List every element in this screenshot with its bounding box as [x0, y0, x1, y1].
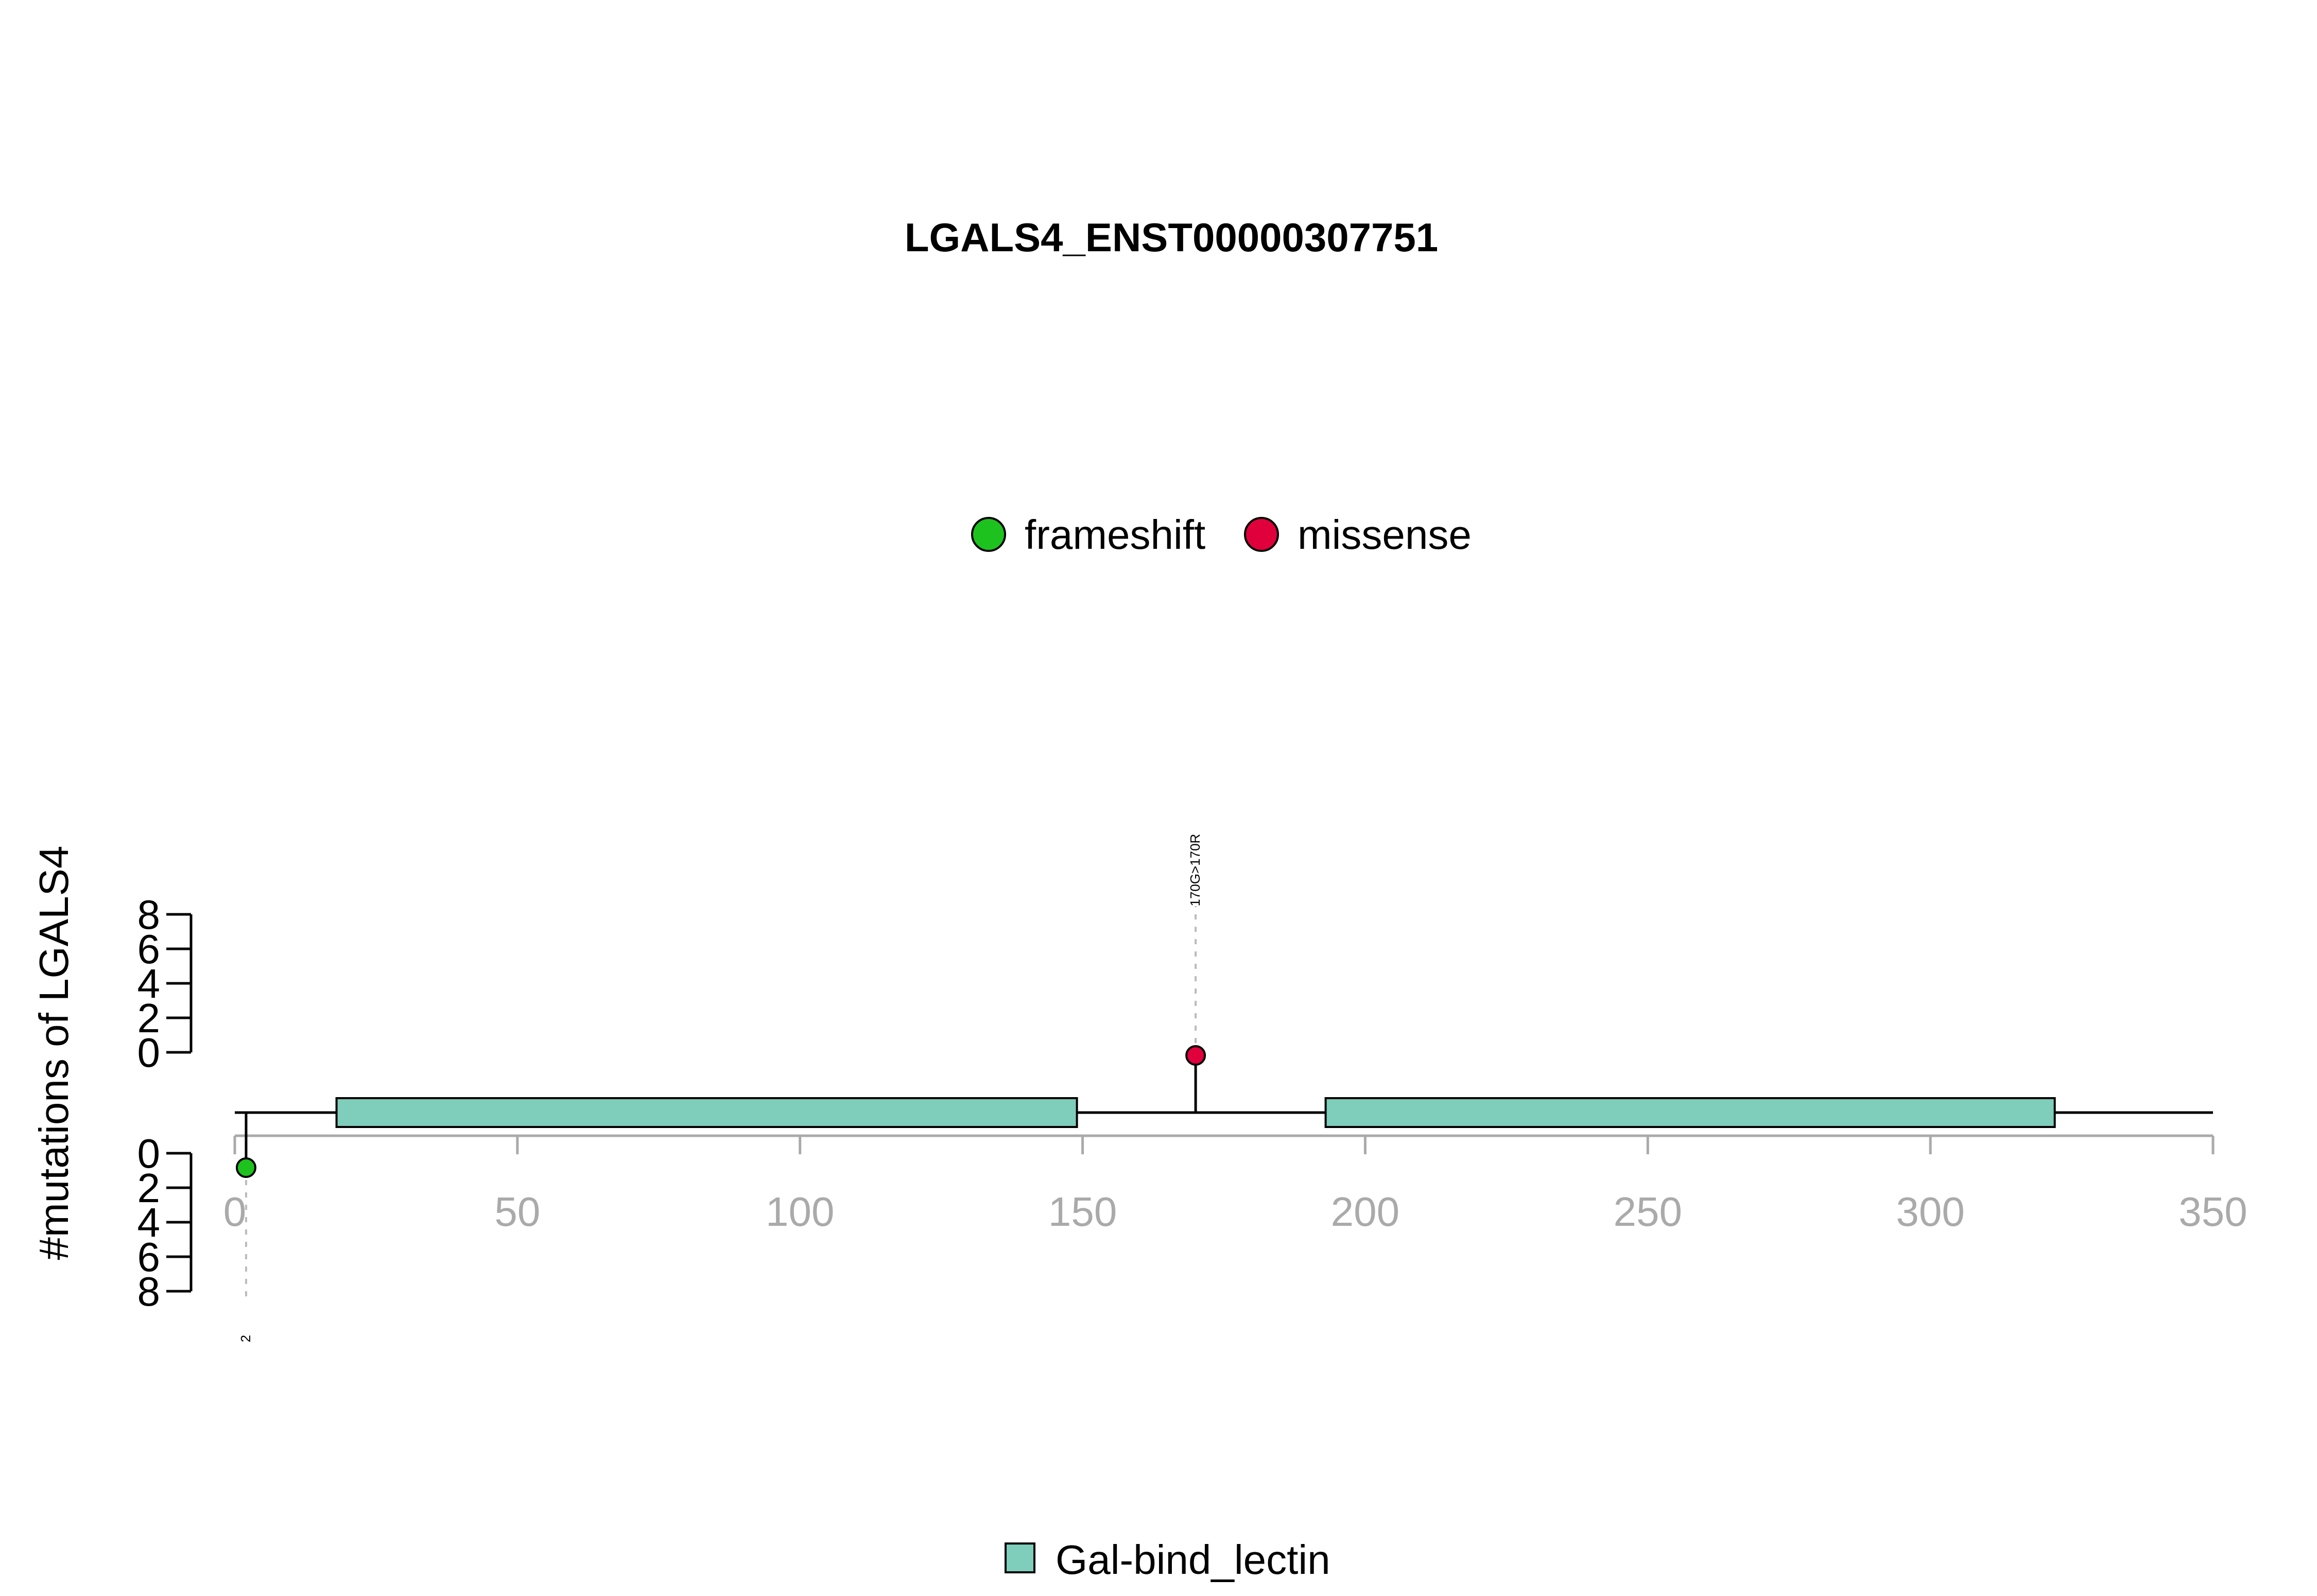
y-tick-label: 0 — [137, 1131, 161, 1176]
y-tick-label: 2 — [137, 995, 161, 1041]
y-tick-label: 6 — [137, 1234, 161, 1280]
x-tick-label: 50 — [494, 1189, 540, 1235]
x-tick-label: 100 — [766, 1189, 834, 1235]
y-tick-label: 4 — [137, 961, 161, 1007]
x-axis: 0 50 100 150 200 250 300 350 — [223, 1134, 2247, 1235]
x-tick-label: 350 — [2178, 1189, 2247, 1235]
y-tick-label: 6 — [137, 926, 161, 972]
legend-swatch-frameshift — [971, 517, 1006, 552]
legend-top: frameshift missense — [971, 512, 1472, 558]
y-tick-label: 8 — [137, 1269, 161, 1314]
legend-bottom: Gal-bind_lectin — [1005, 1537, 1330, 1583]
domain-gal-bind-lectin — [1324, 1097, 2056, 1128]
legend-label-frameshift: frameshift — [1025, 512, 1205, 558]
x-tick-label: 150 — [1048, 1189, 1117, 1235]
mutation-point-missense — [1185, 1045, 1206, 1066]
domain-gal-bind-lectin — [335, 1097, 1078, 1128]
x-tick-label: 300 — [1896, 1189, 1964, 1235]
mutation-label: 2 — [238, 1335, 253, 1342]
y-tick-label: 0 — [137, 1030, 161, 1075]
legend-label-missense: missense — [1298, 512, 1472, 558]
x-tick-label: 250 — [1614, 1189, 1682, 1235]
legend-swatch-gal-bind-lectin — [1005, 1542, 1035, 1573]
mutation-point-frameshift — [235, 1157, 256, 1178]
legend-item-missense: missense — [1244, 512, 1472, 558]
y-axis-label: #mutations of LGALS4 — [31, 846, 77, 1260]
mutations: 170G>170R 2 — [235, 834, 1206, 1342]
y-tick-label: 8 — [137, 892, 161, 938]
y-tick-label: 2 — [137, 1165, 161, 1211]
x-tick-label: 200 — [1331, 1189, 1399, 1235]
legend-label-gal-bind-lectin: Gal-bind_lectin — [1056, 1537, 1330, 1583]
x-tick-label: 0 — [223, 1189, 247, 1235]
mutation-label: 170G>170R — [1187, 834, 1203, 907]
legend-swatch-missense — [1244, 517, 1279, 552]
domains — [335, 1097, 2056, 1128]
chart-title: LGALS4_ENST00000307751 — [905, 215, 1438, 260]
y-tick-label: 4 — [137, 1200, 161, 1245]
legend-item-frameshift: frameshift — [971, 512, 1205, 558]
